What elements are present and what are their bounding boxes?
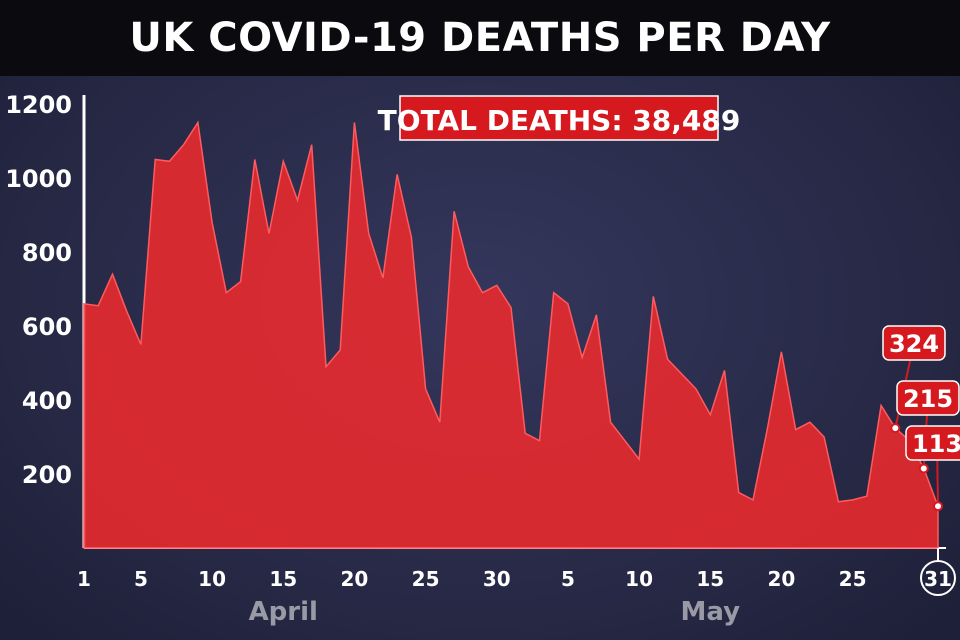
y-tick-label: 200 — [22, 461, 72, 489]
callout-value: 324 — [889, 330, 939, 358]
x-tick-label: 20 — [768, 567, 796, 591]
x-tick-label: 10 — [625, 567, 653, 591]
y-tick-label: 400 — [22, 387, 72, 415]
x-tick-label: 1 — [77, 567, 91, 591]
area-series — [83, 120, 939, 549]
month-label: May — [680, 597, 740, 627]
x-tick-label: 15 — [696, 567, 724, 591]
x-tick-label: 25 — [839, 567, 867, 591]
callout-point — [918, 463, 929, 474]
title-bar: UK COVID-19 DEATHS PER DAY — [0, 0, 960, 76]
callout-point — [933, 501, 943, 512]
total-deaths-label: TOTAL DEATHS: 38,489 — [378, 104, 741, 137]
total-deaths-box — [399, 95, 719, 141]
x-tick-label: 31 — [924, 567, 952, 591]
x-tick-label: 5 — [134, 567, 148, 591]
x-tick-label: 20 — [341, 567, 369, 591]
callout-point — [890, 423, 901, 434]
x-tick-label: 15 — [269, 567, 297, 591]
callout-box — [905, 425, 960, 461]
callout-value: 113 — [912, 430, 960, 458]
x-tick-label: 10 — [198, 567, 226, 591]
x-tick-label: 5 — [561, 567, 575, 591]
y-tick-label: 800 — [22, 239, 72, 267]
chart-title: UK COVID-19 DEATHS PER DAY — [129, 15, 831, 61]
callout-box — [896, 380, 960, 416]
x-tick-label: 30 — [483, 567, 511, 591]
y-tick-label: 1000 — [5, 165, 72, 193]
month-label: April — [249, 597, 318, 627]
callout-value: 215 — [903, 385, 953, 413]
y-tick-label: 1200 — [5, 91, 72, 119]
x-tick-label: 25 — [412, 567, 440, 591]
callout-box — [882, 325, 946, 361]
y-tick-label: 600 — [22, 313, 72, 341]
